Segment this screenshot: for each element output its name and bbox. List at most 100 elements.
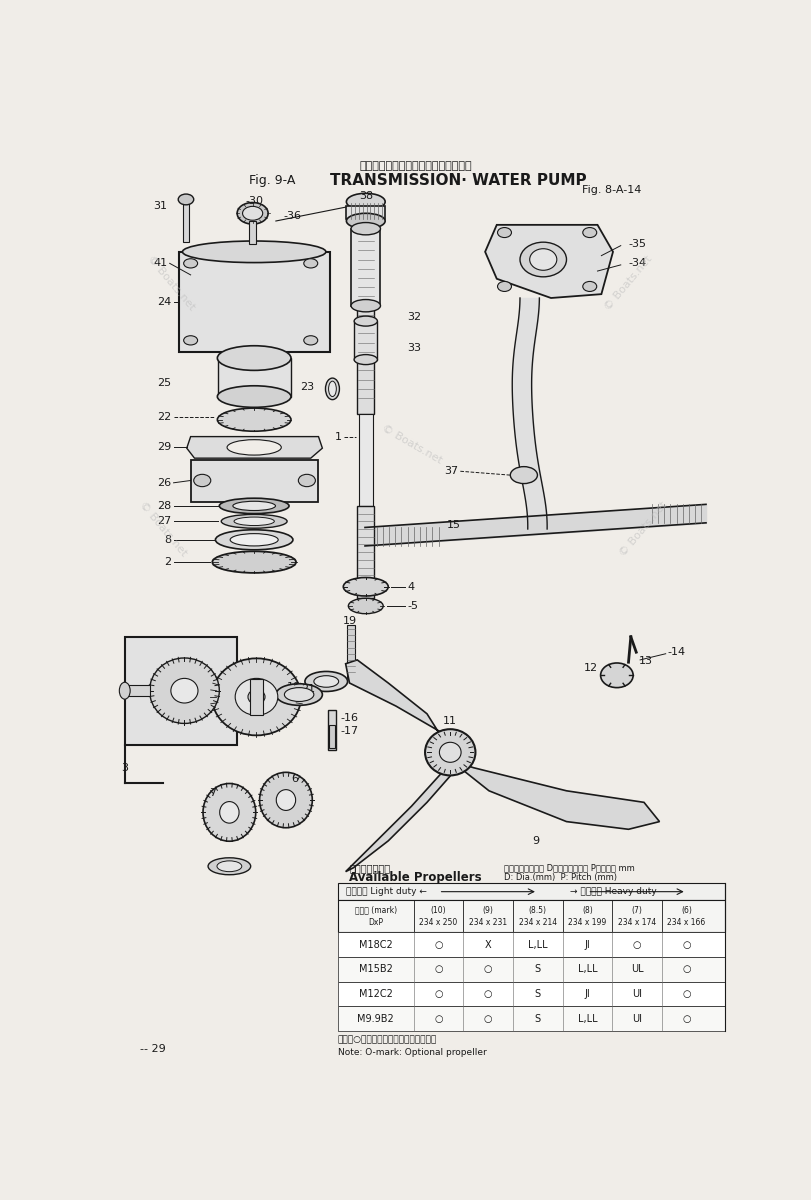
Text: M15B2: M15B2 [358,965,393,974]
Text: 25: 25 [157,378,171,388]
Text: 19: 19 [342,617,356,626]
Text: 11: 11 [443,716,457,726]
Bar [328,710,335,750]
Text: (7): (7) [631,906,642,914]
Text: ○: ○ [434,940,442,950]
Text: 32: 32 [407,312,421,323]
Text: X: X [484,940,491,950]
Bar [337,932,724,958]
Text: Note: O-mark: Optional propeller: Note: O-mark: Optional propeller [337,1048,486,1057]
Ellipse shape [314,676,338,688]
Text: 27: 27 [157,516,171,527]
Ellipse shape [354,354,377,365]
Polygon shape [345,768,453,871]
Ellipse shape [303,336,317,344]
Ellipse shape [217,346,290,371]
Text: © Boats.net: © Boats.net [379,424,443,466]
Text: → 重荷負船 Heavy duty: → 重荷負船 Heavy duty [569,887,656,896]
Text: (10): (10) [431,906,446,914]
Ellipse shape [276,684,322,706]
Ellipse shape [217,408,290,431]
Text: -36: -36 [283,211,301,221]
Ellipse shape [235,678,277,715]
Text: L,LL: L,LL [527,940,547,950]
Text: -14: -14 [667,647,684,658]
Bar [337,883,724,900]
Bar [328,725,334,749]
Text: -34: -34 [628,258,646,269]
Text: -17: -17 [340,726,358,736]
Text: ○: ○ [483,965,491,974]
Ellipse shape [119,683,130,700]
Text: ○: ○ [483,989,491,1000]
Ellipse shape [208,858,251,875]
Text: UI: UI [631,1014,642,1024]
Bar [217,358,291,396]
Text: UI: UI [631,989,642,1000]
Bar [125,637,237,744]
Ellipse shape [217,385,290,407]
Text: 4: 4 [407,582,414,592]
Text: Available Propellers: Available Propellers [349,870,482,883]
Text: (8): (8) [581,906,592,914]
Text: 3: 3 [121,763,128,773]
Text: 24: 24 [157,296,171,307]
Ellipse shape [221,515,287,528]
Text: M9.9B2: M9.9B2 [357,1014,393,1024]
Text: 12: 12 [582,662,597,672]
Text: 41: 41 [153,258,167,269]
Text: 注：プロペラ寸法 D：プロペラ直径 P：ピッチ mm: 注：プロペラ寸法 D：プロペラ直径 P：ピッチ mm [504,863,634,872]
Bar [357,506,374,599]
Text: 234 x 199: 234 x 199 [568,918,606,926]
Text: S: S [534,965,540,974]
Ellipse shape [497,282,511,292]
Bar [250,679,263,714]
Ellipse shape [325,378,339,400]
Text: 234 x 174: 234 x 174 [617,918,655,926]
Ellipse shape [212,659,301,736]
Bar [350,229,380,306]
Ellipse shape [183,259,197,268]
Ellipse shape [298,474,315,487]
Text: -30: -30 [246,196,264,206]
Text: 8: 8 [164,535,171,545]
Text: ○: ○ [434,1014,442,1024]
Text: © Boats.net: © Boats.net [138,499,189,558]
Text: トランスミッション・ウォータポンプ: トランスミッション・ウォータポンプ [359,161,472,170]
Ellipse shape [348,599,383,613]
Text: 23: 23 [300,382,314,391]
Text: （注）○印はオプションプロペラです。: （注）○印はオプションプロペラです。 [337,1036,436,1045]
Ellipse shape [582,282,596,292]
Ellipse shape [227,439,281,455]
Text: (8.5): (8.5) [528,906,546,914]
Text: UL: UL [630,965,642,974]
Text: TRANSMISSION· WATER PUMP: TRANSMISSION· WATER PUMP [330,174,586,188]
Ellipse shape [343,577,388,596]
Text: S: S [534,1014,540,1024]
Ellipse shape [183,336,197,344]
Text: プロペラ一覧表: プロペラ一覧表 [349,863,390,872]
Text: 234 x 166: 234 x 166 [667,918,705,926]
Text: JI: JI [584,940,590,950]
Text: ○: ○ [681,965,690,974]
Ellipse shape [247,690,264,704]
Polygon shape [345,660,446,744]
Ellipse shape [217,860,242,871]
Bar [354,322,377,360]
Text: S: S [534,989,540,1000]
Text: 20: 20 [256,690,270,700]
Ellipse shape [424,730,475,775]
Bar [337,958,724,982]
Ellipse shape [149,658,219,724]
Ellipse shape [497,228,511,238]
Text: ○: ○ [681,1014,690,1024]
Text: Fig. 9-A: Fig. 9-A [248,174,294,187]
Ellipse shape [233,502,275,510]
Ellipse shape [354,316,377,326]
Ellipse shape [529,248,556,270]
Ellipse shape [203,784,255,841]
Text: DxP: DxP [368,918,383,926]
Text: ○: ○ [434,965,442,974]
Text: 22: 22 [157,413,171,422]
Ellipse shape [350,222,380,235]
